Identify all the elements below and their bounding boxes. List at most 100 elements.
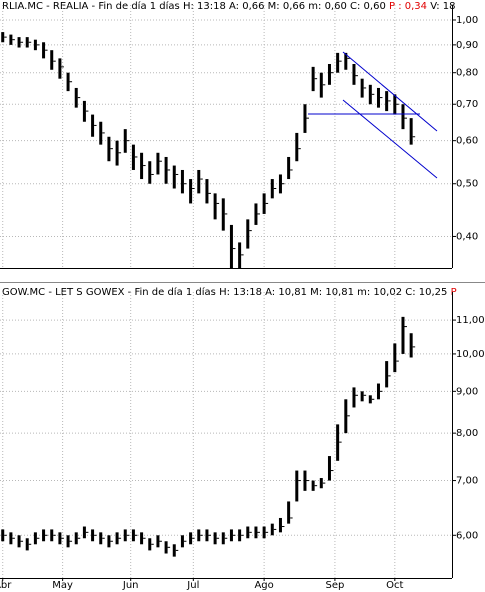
- price-bar: [140, 532, 144, 545]
- price-bar: [205, 529, 209, 542]
- price-bar: [197, 169, 201, 194]
- price-bar: [213, 193, 217, 220]
- price-bar: [74, 532, 78, 545]
- y-tick-label: 6,00: [456, 530, 478, 541]
- price-bar: [246, 219, 250, 249]
- price-bar: [180, 169, 184, 194]
- price-bar: [344, 52, 348, 70]
- price-bar: [295, 470, 299, 502]
- price-bar: [401, 104, 405, 130]
- price-bar: [368, 395, 372, 404]
- price-bar: [303, 470, 307, 491]
- x-tick-label: Oct: [386, 580, 403, 591]
- price-bar: [131, 144, 135, 170]
- price-bar: [58, 532, 62, 545]
- price-bar: [287, 156, 291, 180]
- y-tick-label: 0,80: [456, 68, 478, 79]
- price-bar: [311, 66, 315, 92]
- price-bar: [376, 87, 380, 108]
- price-bar: [25, 538, 29, 551]
- price-bar: [189, 179, 193, 204]
- panel-header: GOW.MC - LET S GOWEX - Fin de día 1 días…: [2, 286, 457, 298]
- header-text: GOW.MC - LET S GOWEX - Fin de día 1 días…: [2, 286, 447, 298]
- header-highlight: P : 0,34: [389, 1, 427, 12]
- price-bar: [213, 532, 217, 545]
- y-tick-label: 0,90: [456, 40, 478, 51]
- x-tick-label: Ago: [254, 580, 273, 591]
- price-bar: [352, 64, 356, 85]
- price-bar: [50, 50, 54, 70]
- price-bar: [336, 52, 340, 73]
- price-bar: [148, 538, 152, 551]
- price-bar: [180, 535, 184, 548]
- price-bar: [156, 152, 160, 175]
- trend-line: [342, 99, 438, 179]
- y-tick-label: 0,40: [456, 231, 478, 242]
- price-bar: [140, 152, 144, 180]
- price-bar: [50, 529, 54, 542]
- header-tail: V: 18: [430, 1, 455, 12]
- price-bar: [9, 532, 13, 545]
- x-tick-label: Sep: [325, 580, 344, 591]
- y-tick-label: 7,00: [456, 476, 478, 487]
- price-bar: [352, 387, 356, 408]
- price-bar: [393, 343, 397, 373]
- price-bar: [385, 91, 389, 112]
- price-bar: [66, 72, 70, 92]
- header-highlight: P: [451, 287, 457, 298]
- price-bar: [327, 64, 331, 85]
- price-bar: [278, 174, 282, 194]
- price-bar: [409, 118, 413, 145]
- header-text: RLIA.MC - REALIA - Fin de día 1 días H: …: [2, 0, 386, 12]
- price-bar: [91, 114, 95, 137]
- price-bar: [327, 456, 331, 481]
- price-bar: [221, 198, 225, 231]
- price-bar: [221, 532, 225, 545]
- y-tick-label: 0,50: [456, 179, 478, 190]
- price-bar: [229, 529, 233, 542]
- price-bar: [376, 383, 380, 400]
- price-bar: [164, 541, 168, 554]
- price-bar: [254, 526, 258, 539]
- y-tick-label: 10,00: [456, 349, 485, 360]
- price-bar: [99, 532, 103, 545]
- price-bar: [9, 34, 13, 45]
- price-bar: [360, 391, 364, 402]
- price-bar: [254, 203, 258, 225]
- price-bar: [278, 517, 282, 533]
- price-bar: [262, 526, 266, 539]
- x-tick-label: May: [52, 580, 73, 591]
- price-bar: [33, 39, 37, 51]
- price-bar: [229, 224, 233, 268]
- price-bar: [115, 532, 119, 545]
- header-mask: [476, 0, 485, 12]
- price-bar: [360, 78, 364, 98]
- price-bar: [42, 529, 46, 542]
- price-bar: [82, 100, 86, 122]
- price-bar: [91, 529, 95, 542]
- price-bar: [164, 156, 168, 184]
- price-bar: [123, 529, 127, 542]
- price-bar: [107, 136, 111, 162]
- price-bar: [82, 526, 86, 539]
- price-bar: [197, 529, 201, 542]
- y-tick-label: 1,00: [456, 15, 478, 26]
- price-bar: [262, 193, 266, 214]
- x-tick-label: Jun: [122, 580, 139, 591]
- price-bar: [42, 42, 46, 59]
- price-bar: [1, 32, 5, 43]
- x-tick-label: Jul: [186, 580, 199, 591]
- price-bar: [17, 535, 21, 548]
- price-bar: [336, 424, 340, 461]
- price-bar: [303, 104, 307, 133]
- price-bar: [205, 179, 209, 204]
- price-bar: [385, 361, 389, 388]
- y-tick-label: 11,00: [456, 315, 485, 326]
- price-bar: [270, 523, 274, 536]
- price-bar: [295, 132, 299, 162]
- y-tick-label: 0,70: [456, 99, 478, 110]
- x-tick-label: Abr: [0, 580, 12, 591]
- price-bar: [344, 399, 348, 434]
